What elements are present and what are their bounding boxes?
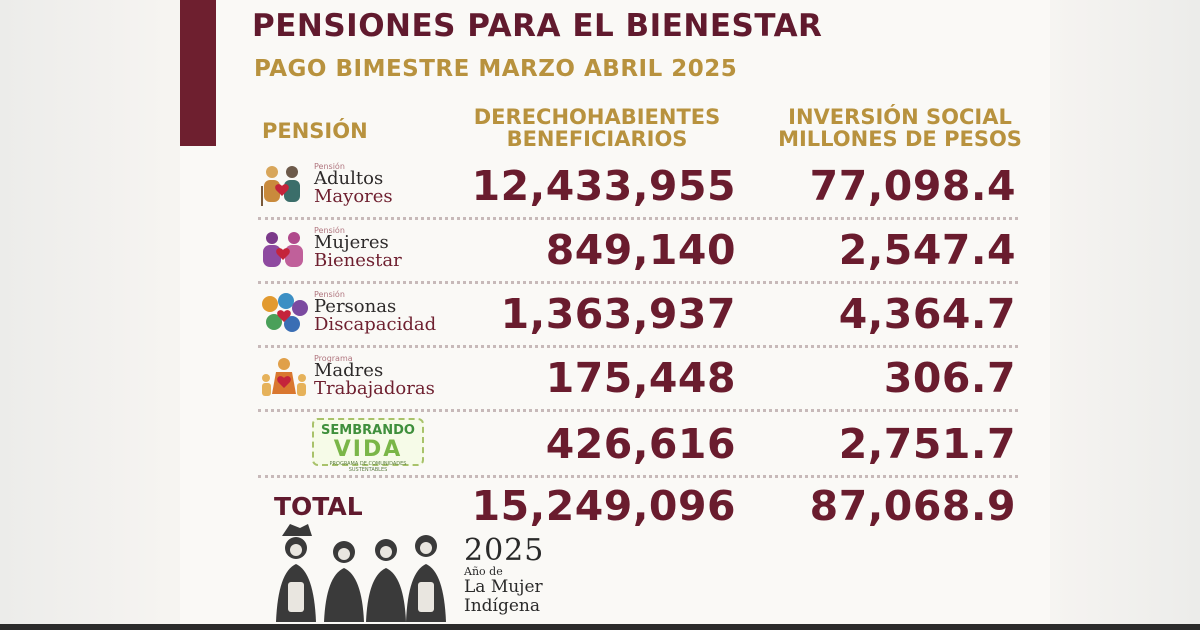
sembrando-vida-logo: SEMBRANDO VIDA PROGRAMA DE COMUNIDADES S… bbox=[312, 418, 424, 473]
row-name-line1: Personas bbox=[314, 296, 397, 317]
row-prefix: Pensión bbox=[314, 162, 345, 171]
row-name: Adultos Mayores bbox=[314, 170, 393, 206]
column-header-investment-line1: INVERSIÓN SOCIAL bbox=[788, 105, 1012, 129]
row-beneficiaries: 849,140 bbox=[545, 226, 736, 274]
row-name: Personas Discapacidad bbox=[314, 298, 436, 334]
row-name-line1: Adultos bbox=[314, 168, 384, 189]
page-subtitle: PAGO BIMESTRE MARZO ABRIL 2025 bbox=[254, 56, 738, 82]
column-header-pension: PENSIÓN bbox=[262, 119, 368, 143]
elderly-couple-icon bbox=[261, 166, 300, 206]
row-name-line2: Trabajadoras bbox=[314, 378, 435, 399]
year-of-indigenous-women-badge: 2025 Año de La Mujer Indígena bbox=[464, 536, 544, 616]
table-row-personas-discapacidad: Pensión Personas Discapacidad 1,363,937 … bbox=[258, 288, 1018, 348]
total-label: TOTAL bbox=[274, 492, 363, 521]
badge-line3: Indígena bbox=[464, 596, 541, 616]
logo-line2: VIDA bbox=[333, 437, 403, 462]
row-name-line2: Mayores bbox=[314, 186, 393, 207]
row-name-line2: Discapacidad bbox=[314, 314, 437, 335]
mother-children-icon bbox=[262, 358, 306, 396]
column-header-investment: INVERSIÓN SOCIAL MILLONES DE PESOS bbox=[764, 106, 1036, 150]
table-row-adultos-mayores: Pensión Adultos Mayores 12,433,955 77,09… bbox=[258, 160, 1018, 220]
row-name: Mujeres Bienestar bbox=[314, 234, 402, 270]
logo-line1: SEMBRANDO bbox=[321, 423, 415, 438]
row-prefix: Pensión bbox=[314, 226, 345, 235]
accent-bar bbox=[180, 0, 216, 146]
row-beneficiaries: 426,616 bbox=[545, 420, 736, 468]
logo-tagline: PROGRAMA DE COMUNIDADES SUSTENTABLES bbox=[329, 461, 407, 473]
column-header-beneficiaries-line1: DERECHOHABIENTES bbox=[473, 105, 721, 129]
table-row-sembrando-vida: SEMBRANDO VIDA PROGRAMA DE COMUNIDADES S… bbox=[258, 418, 1018, 478]
women-icon bbox=[263, 232, 303, 267]
disability-icon bbox=[262, 293, 308, 332]
table-row-madres-trabajadoras: Programa Madres Trabajadoras 175,448 306… bbox=[258, 352, 1018, 412]
badge-line1: Año de bbox=[464, 565, 503, 578]
row-name-line1: Madres bbox=[314, 360, 384, 381]
row-beneficiaries: 12,433,955 bbox=[471, 162, 736, 210]
row-beneficiaries: 175,448 bbox=[545, 354, 736, 402]
bottom-bar bbox=[0, 624, 1200, 630]
row-prefix: Pensión bbox=[314, 290, 345, 299]
column-header-beneficiaries: DERECHOHABIENTES BENEFICIARIOS bbox=[452, 106, 742, 150]
badge-line2: La Mujer bbox=[464, 577, 543, 597]
column-header-investment-line2: MILLONES DE PESOS bbox=[778, 127, 1022, 151]
total-beneficiaries: 15,249,096 bbox=[471, 482, 736, 530]
row-name-line1: Mujeres bbox=[314, 232, 389, 253]
page-title: PENSIONES PARA EL BIENESTAR bbox=[252, 8, 823, 44]
table-row-mujeres-bienestar: Pensión Mujeres Bienestar 849,140 2,547.… bbox=[258, 224, 1018, 284]
row-investment: 77,098.4 bbox=[809, 162, 1016, 210]
row-investment: 2,751.7 bbox=[838, 420, 1016, 468]
row-beneficiaries: 1,363,937 bbox=[500, 290, 736, 338]
row-investment: 2,547.4 bbox=[838, 226, 1016, 274]
row-prefix: Programa bbox=[314, 354, 353, 363]
column-header-beneficiaries-line2: BENEFICIARIOS bbox=[506, 127, 688, 151]
row-investment: 306.7 bbox=[883, 354, 1016, 402]
row-investment: 4,364.7 bbox=[838, 290, 1016, 338]
content-panel bbox=[180, 0, 1050, 630]
badge-year: 2025 bbox=[464, 533, 545, 568]
row-name-line2: Bienestar bbox=[314, 250, 402, 271]
indigenous-women-illustration bbox=[276, 524, 446, 622]
total-investment: 87,068.9 bbox=[809, 482, 1016, 530]
row-name: Madres Trabajadoras bbox=[314, 362, 435, 398]
